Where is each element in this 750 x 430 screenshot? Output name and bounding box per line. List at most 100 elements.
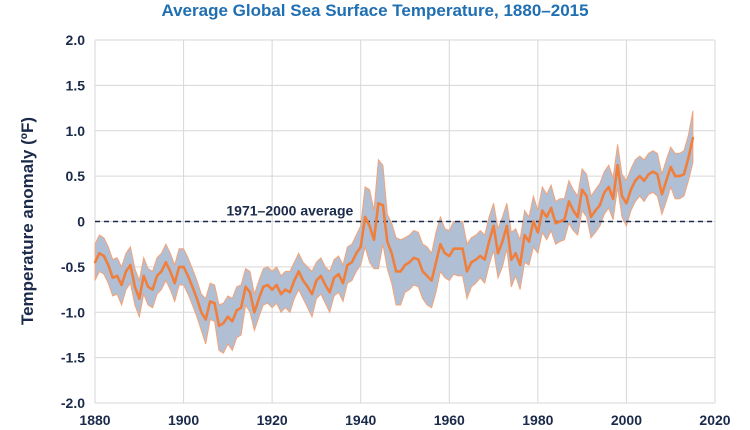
data-point [115, 274, 119, 278]
y-tick-label: -1.0 [61, 304, 85, 320]
data-point [129, 263, 132, 267]
data-point [651, 170, 655, 173]
y-tick-label: 0.5 [66, 168, 86, 184]
data-point [217, 324, 221, 328]
x-tick-label: 1940 [345, 412, 376, 428]
data-point [124, 270, 128, 273]
data-point [310, 292, 314, 296]
data-point [146, 285, 150, 288]
data-point [549, 206, 553, 210]
data-point [518, 263, 522, 267]
x-tick-labels: 1880 1900 1920 1940 1960 1980 2000 2020 [79, 412, 730, 428]
data-point [293, 279, 296, 282]
data-point [253, 311, 256, 314]
data-point [461, 247, 464, 250]
data-point [93, 261, 97, 264]
data-point [465, 270, 469, 273]
data-point [589, 215, 593, 219]
data-point [120, 283, 123, 287]
data-point [222, 321, 225, 325]
data-point [434, 261, 438, 264]
data-point [386, 240, 389, 243]
x-tick-label: 1880 [79, 412, 110, 428]
data-point [270, 288, 274, 291]
data-point [532, 220, 535, 223]
data-point [576, 215, 579, 219]
data-point [332, 276, 336, 279]
data-point [297, 270, 300, 273]
data-point [204, 318, 207, 321]
data-point [279, 292, 283, 296]
data-point [598, 204, 602, 207]
data-point [226, 315, 230, 318]
data-point [169, 270, 172, 273]
data-point [603, 191, 606, 194]
data-point [669, 165, 672, 169]
series-line [93, 137, 695, 328]
data-point [629, 188, 633, 191]
data-point [284, 288, 287, 291]
data-point [673, 174, 677, 178]
data-point [430, 279, 433, 282]
data-point [501, 240, 504, 243]
data-point [585, 194, 588, 198]
data-point [235, 309, 238, 312]
data-point [164, 261, 168, 264]
data-point [510, 258, 513, 261]
y-tick-label: 2.0 [66, 32, 86, 48]
data-point [665, 179, 668, 182]
data-point [408, 261, 411, 264]
data-point [239, 306, 243, 309]
data-point [634, 179, 637, 182]
data-point [527, 240, 531, 243]
data-point [231, 320, 234, 323]
data-point [545, 215, 548, 219]
y-tick-label: 1.0 [66, 123, 86, 139]
data-point [98, 252, 101, 255]
data-point [443, 252, 447, 255]
data-point [244, 285, 247, 288]
y-tick-label: -1.5 [61, 350, 85, 366]
data-point [337, 272, 340, 276]
data-point [403, 263, 407, 267]
x-tick-label: 2020 [699, 412, 730, 428]
chart-title: Average Global Sea Surface Temperature, … [161, 1, 589, 20]
y-tick-label: -0.5 [61, 259, 85, 275]
data-point [288, 291, 292, 294]
data-point [479, 254, 482, 258]
reference-line-label: 1971–2000 average [226, 203, 353, 219]
data-point [142, 274, 145, 278]
data-point [173, 282, 176, 285]
data-point [350, 261, 354, 264]
data-point [611, 197, 615, 200]
x-tick-label: 1900 [168, 412, 199, 428]
data-point [177, 265, 181, 269]
data-point [319, 274, 323, 278]
data-point [417, 258, 420, 261]
y-tick-labels: 2.0 1.5 1.0 0.5 0 -0.5 -1.0 -1.5 -2.0 [61, 32, 85, 411]
data-point [607, 185, 610, 189]
data-point [111, 276, 114, 279]
data-point [691, 136, 695, 140]
data-point [656, 173, 659, 176]
data-point [642, 179, 646, 182]
data-point [620, 194, 624, 198]
data-point [647, 173, 650, 176]
data-point [182, 265, 185, 269]
data-point [678, 174, 681, 178]
data-point [372, 238, 376, 241]
data-point [625, 202, 628, 205]
data-point [257, 297, 261, 300]
data-point [567, 200, 571, 203]
data-point [377, 202, 380, 205]
y-tick-label: 0 [77, 214, 85, 230]
data-point [470, 261, 473, 264]
data-point [102, 254, 106, 258]
data-point [483, 258, 486, 261]
data-point [275, 283, 278, 287]
data-point [151, 288, 154, 291]
data-point [558, 220, 562, 223]
data-point [594, 209, 597, 212]
data-point [301, 279, 305, 282]
data-point [452, 247, 455, 250]
